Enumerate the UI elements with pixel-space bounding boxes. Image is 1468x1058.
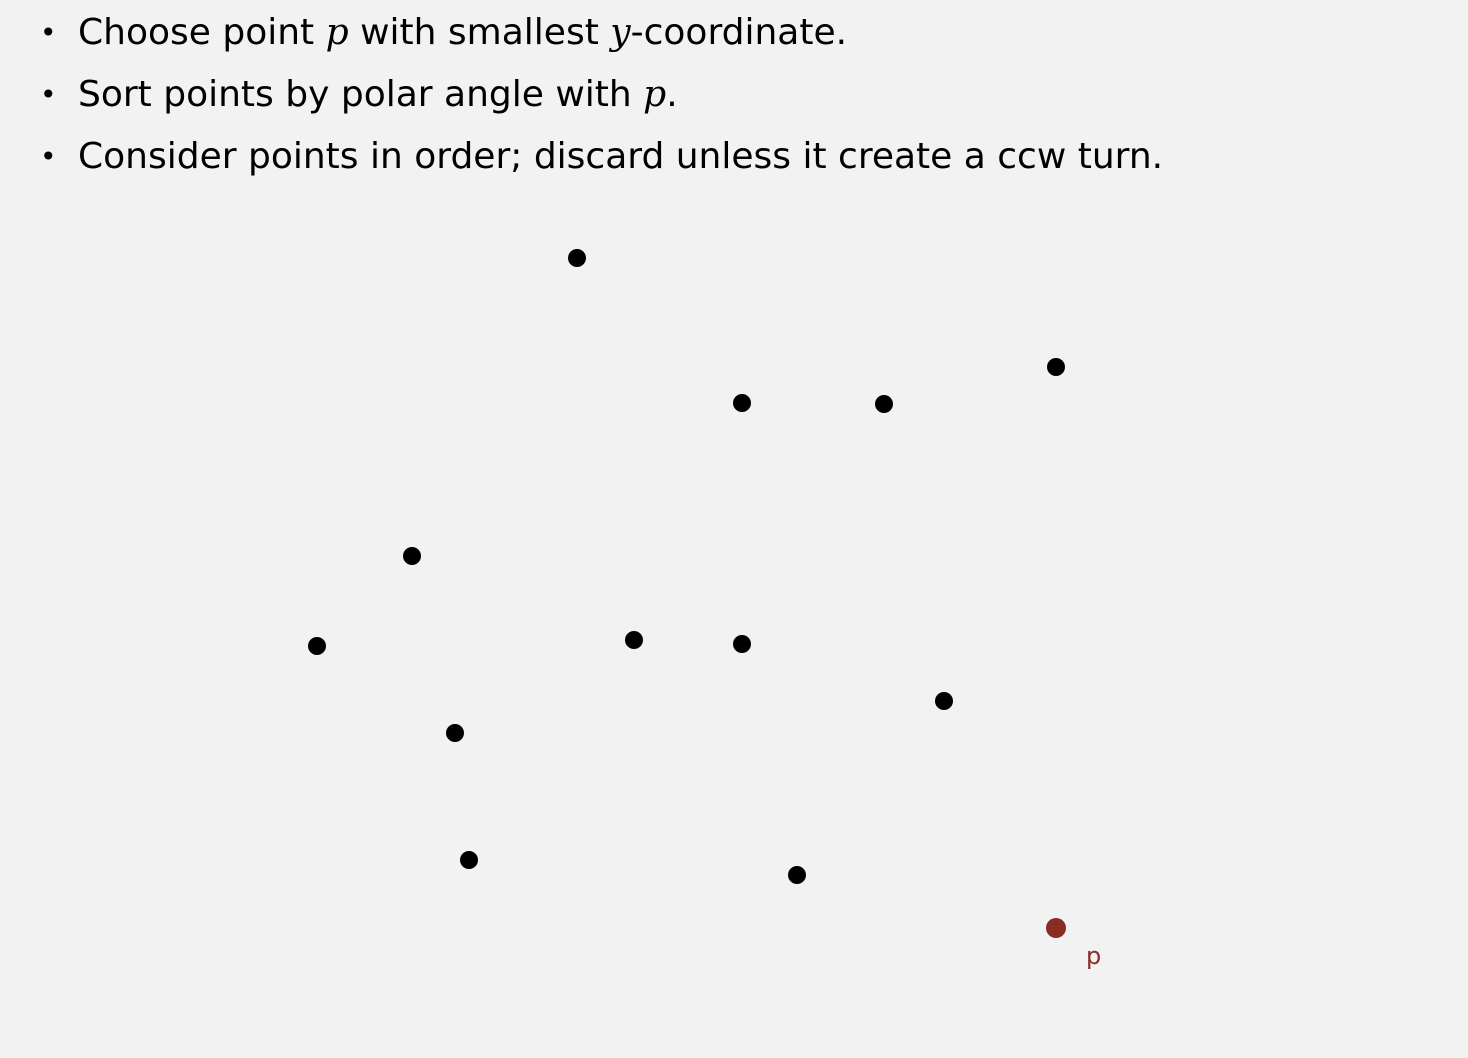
- bullet-dot-icon: •: [40, 78, 57, 111]
- text-segment: .: [666, 74, 678, 115]
- point: [403, 547, 421, 565]
- text-segment: with smallest: [348, 12, 611, 53]
- math-variable-p: p: [325, 12, 349, 53]
- text-segment: -coordinate.: [630, 12, 848, 53]
- text-segment: Choose point: [78, 12, 326, 53]
- bullet-text: Consider points in order; discard unless…: [78, 132, 1163, 182]
- point: [733, 635, 751, 653]
- point: [625, 631, 643, 649]
- point-p-label: p: [1086, 942, 1101, 970]
- text-segment: Consider points in order; discard unless…: [78, 136, 1164, 177]
- point: [935, 692, 953, 710]
- bullet-dot-icon: •: [40, 16, 57, 49]
- math-variable-y: y: [610, 12, 631, 53]
- bullet-dot-icon: •: [40, 140, 57, 173]
- point-p-lowest: [1046, 918, 1066, 938]
- point: [568, 249, 586, 267]
- point: [1047, 358, 1065, 376]
- point: [788, 866, 806, 884]
- point: [875, 395, 893, 413]
- point: [446, 724, 464, 742]
- point: [733, 394, 751, 412]
- math-variable-p: p: [643, 74, 667, 115]
- point: [308, 637, 326, 655]
- point: [460, 851, 478, 869]
- bullet-text: Choose point p with smallest y-coordinat…: [78, 8, 847, 58]
- bullet-text: Sort points by polar angle with p.: [78, 70, 678, 120]
- text-segment: Sort points by polar angle with: [78, 74, 644, 115]
